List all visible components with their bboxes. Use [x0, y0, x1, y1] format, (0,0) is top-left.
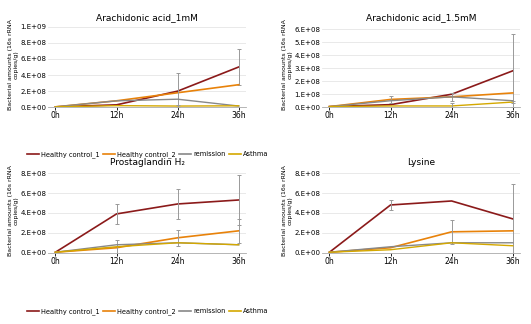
remission	[52, 250, 58, 254]
remission	[52, 105, 58, 109]
Asthma	[510, 100, 516, 104]
Healthy control_2	[52, 105, 58, 109]
Healthy control_2	[387, 98, 393, 101]
Healthy control_2	[510, 91, 516, 95]
Healthy control_1	[449, 199, 455, 203]
Title: Arachidonic acid_1.5mM: Arachidonic acid_1.5mM	[366, 13, 476, 22]
Healthy control_2	[236, 83, 242, 87]
Line: Asthma: Asthma	[55, 106, 239, 107]
Healthy control_2	[510, 229, 516, 233]
Asthma	[326, 250, 332, 254]
Healthy control_2	[113, 246, 119, 250]
Asthma	[387, 248, 393, 252]
Legend: Healthy control_1, Healthy control_2, remission, Asthma: Healthy control_1, Healthy control_2, re…	[24, 305, 271, 318]
remission	[236, 243, 242, 247]
Asthma	[449, 104, 455, 108]
Healthy control_1	[510, 217, 516, 221]
Healthy control_2	[52, 250, 58, 254]
Asthma	[175, 241, 181, 245]
Healthy control_1	[175, 89, 181, 93]
Healthy control_1	[510, 69, 516, 73]
Healthy control_1	[236, 65, 242, 69]
Y-axis label: Bacterial amounts (16s rRNA
copies/g): Bacterial amounts (16s rRNA copies/g)	[282, 165, 293, 256]
Y-axis label: Bacterial amounts (16s rRNA
copies/g): Bacterial amounts (16s rRNA copies/g)	[8, 165, 19, 256]
Line: Healthy control_1: Healthy control_1	[329, 201, 513, 252]
Title: Lysine: Lysine	[407, 158, 435, 168]
Asthma	[449, 241, 455, 245]
Line: remission: remission	[55, 243, 239, 252]
Healthy control_1	[175, 202, 181, 206]
Line: Healthy control_1: Healthy control_1	[329, 71, 513, 107]
Line: Healthy control_1: Healthy control_1	[55, 200, 239, 252]
remission	[113, 99, 119, 103]
remission	[326, 105, 332, 109]
remission	[326, 250, 332, 254]
Asthma	[236, 243, 242, 247]
Asthma	[52, 105, 58, 109]
Healthy control_2	[326, 250, 332, 254]
remission	[387, 99, 393, 103]
Healthy control_2	[236, 229, 242, 233]
Healthy control_1	[52, 105, 58, 109]
Healthy control_2	[326, 105, 332, 109]
remission	[236, 104, 242, 108]
Line: remission: remission	[329, 243, 513, 252]
Line: Asthma: Asthma	[55, 243, 239, 252]
Healthy control_1	[113, 212, 119, 216]
Line: Healthy control_2: Healthy control_2	[329, 93, 513, 107]
Asthma	[236, 104, 242, 108]
Line: Asthma: Asthma	[329, 243, 513, 252]
Healthy control_2	[449, 230, 455, 234]
Healthy control_2	[387, 246, 393, 250]
Healthy control_2	[113, 99, 119, 103]
Line: Healthy control_2: Healthy control_2	[55, 85, 239, 107]
Line: remission: remission	[329, 97, 513, 107]
Asthma	[326, 105, 332, 109]
Healthy control_1	[52, 250, 58, 254]
Healthy control_2	[175, 236, 181, 240]
Line: Asthma: Asthma	[329, 102, 513, 107]
Asthma	[175, 104, 181, 108]
remission	[449, 241, 455, 245]
Title: Prostaglandin H₂: Prostaglandin H₂	[109, 158, 185, 168]
Line: Healthy control_1: Healthy control_1	[55, 67, 239, 107]
remission	[449, 95, 455, 99]
Y-axis label: Bacterial amounts (16s rRNA
copies/g): Bacterial amounts (16s rRNA copies/g)	[8, 19, 19, 110]
remission	[113, 243, 119, 247]
Healthy control_1	[387, 203, 393, 207]
Healthy control_1	[236, 198, 242, 202]
Y-axis label: Bacterial amounts (16s rRNA
copies/g): Bacterial amounts (16s rRNA copies/g)	[282, 19, 293, 110]
Healthy control_1	[113, 103, 119, 107]
Healthy control_1	[387, 103, 393, 107]
Asthma	[113, 104, 119, 108]
Healthy control_1	[326, 250, 332, 254]
Asthma	[52, 250, 58, 254]
Asthma	[387, 104, 393, 108]
Healthy control_2	[449, 95, 455, 99]
Asthma	[113, 245, 119, 249]
remission	[175, 97, 181, 101]
remission	[387, 245, 393, 249]
Healthy control_1	[326, 105, 332, 109]
Healthy control_2	[175, 91, 181, 95]
Line: Healthy control_2: Healthy control_2	[55, 231, 239, 252]
Legend: Healthy control_1, Healthy control_2, remission, Asthma: Healthy control_1, Healthy control_2, re…	[24, 148, 271, 160]
Line: Healthy control_2: Healthy control_2	[329, 231, 513, 252]
Healthy control_1	[449, 92, 455, 96]
remission	[510, 241, 516, 245]
remission	[510, 99, 516, 103]
Asthma	[510, 244, 516, 248]
Title: Arachidonic acid_1mM: Arachidonic acid_1mM	[96, 13, 198, 22]
remission	[175, 241, 181, 245]
Line: remission: remission	[55, 99, 239, 107]
